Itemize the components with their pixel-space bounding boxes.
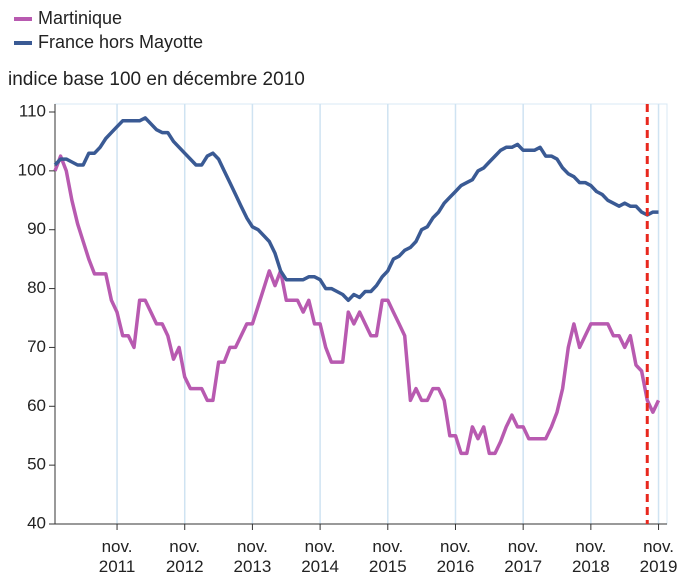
legend-label: Martinique bbox=[38, 8, 122, 28]
y-tick-label: 70 bbox=[27, 337, 46, 356]
x-tick-label: nov. 2011 bbox=[99, 537, 136, 574]
y-tick-label: 60 bbox=[27, 396, 46, 415]
x-tick-label: nov. 2016 bbox=[437, 537, 475, 574]
subtitle: indice base 100 en décembre 2010 bbox=[8, 69, 305, 90]
x-tick-label: nov. 2014 bbox=[301, 537, 339, 574]
x-tick-label: nov. 2017 bbox=[504, 537, 542, 574]
x-tick-label: nov. 2013 bbox=[234, 537, 272, 574]
x-tick-label: nov. 2012 bbox=[166, 537, 204, 574]
legend-label: France hors Mayotte bbox=[38, 32, 203, 52]
y-tick-label: 90 bbox=[27, 219, 46, 238]
x-tick-label: nov. 2019 bbox=[640, 537, 678, 574]
y-tick-label: 100 bbox=[18, 160, 46, 179]
x-tick-label: nov. 2018 bbox=[572, 537, 610, 574]
y-tick-label: 50 bbox=[27, 455, 46, 474]
y-tick-label: 40 bbox=[27, 513, 46, 532]
series-line bbox=[53, 154, 661, 456]
series-line bbox=[53, 116, 659, 303]
x-tick-label: nov. 2015 bbox=[369, 537, 407, 574]
y-tick-label: 80 bbox=[27, 278, 46, 297]
y-tick-label: 110 bbox=[19, 101, 46, 120]
